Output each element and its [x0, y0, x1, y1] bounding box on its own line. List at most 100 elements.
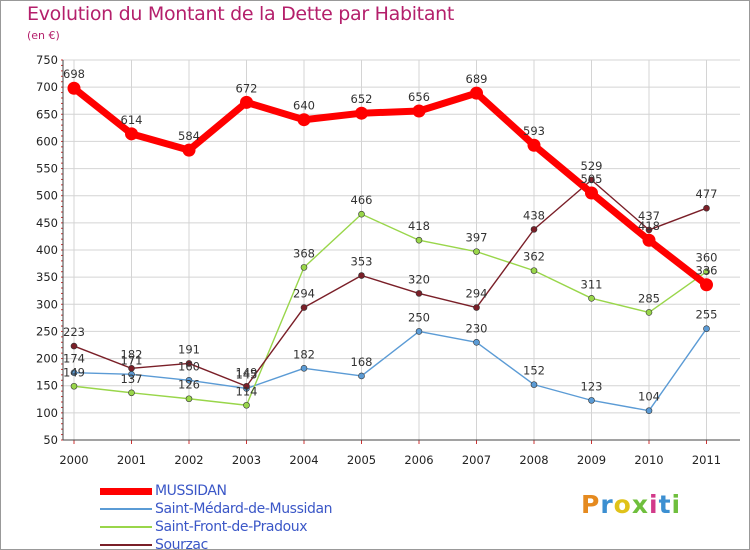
data-label: 362	[523, 250, 545, 264]
data-point	[297, 113, 311, 127]
x-tick-label: 2009	[577, 453, 606, 467]
logo-letter: o	[613, 490, 632, 519]
data-point	[182, 143, 196, 157]
data-point	[703, 204, 710, 212]
logo-letter: i	[671, 490, 682, 519]
legend-swatch	[100, 526, 152, 528]
y-tick-label: 250	[36, 324, 58, 338]
data-label: 149	[236, 365, 258, 379]
data-label: 311	[581, 277, 603, 291]
x-tick-label: 2004	[289, 453, 318, 467]
data-label: 477	[696, 187, 718, 201]
data-label: 250	[408, 310, 430, 324]
data-point	[243, 401, 250, 409]
data-point	[70, 369, 78, 376]
data-label: 505	[581, 172, 603, 186]
data-point	[473, 304, 480, 311]
data-point	[415, 290, 423, 297]
data-point	[588, 295, 595, 302]
legend-label: Sourzac	[155, 537, 208, 550]
x-tick-label: 2002	[174, 453, 203, 467]
data-label: 223	[63, 325, 85, 339]
data-label: 182	[121, 347, 143, 361]
legend-swatch	[100, 544, 152, 546]
data-point	[527, 138, 541, 152]
proxiti-logo: Proxiti	[581, 490, 681, 519]
data-point	[67, 81, 81, 95]
data-point	[185, 360, 193, 367]
data-label: 614	[121, 113, 143, 127]
data-label: 689	[466, 72, 488, 86]
chart-legend: MUSSIDAN Saint-Médard-de-Mussidan Saint-Fr…	[100, 483, 400, 550]
data-point	[473, 248, 480, 255]
y-tick-label: 650	[36, 107, 58, 121]
x-tick-label: 2000	[59, 453, 88, 467]
data-point	[530, 381, 538, 388]
data-point	[470, 86, 483, 100]
series-line-4	[73, 179, 708, 387]
legend-label: MUSSIDAN	[155, 483, 227, 499]
logo-letter: P	[581, 490, 601, 519]
data-label: 104	[638, 390, 660, 404]
data-point	[358, 272, 365, 279]
y-tick-label: 50	[43, 433, 58, 447]
y-tick-label: 550	[36, 162, 58, 176]
data-label: 294	[293, 287, 315, 301]
data-label: 640	[293, 99, 315, 113]
y-tick-label: 700	[36, 80, 58, 94]
data-label: 584	[178, 129, 200, 143]
data-label: 174	[63, 352, 85, 366]
legend-item: Saint-Front-de-Pradoux	[100, 519, 400, 537]
data-point	[185, 376, 193, 384]
data-label: 191	[178, 342, 200, 356]
data-label: 230	[466, 321, 488, 335]
y-tick-label: 400	[36, 243, 58, 257]
y-tick-label: 450	[36, 216, 58, 230]
y-tick-label: 600	[36, 134, 58, 148]
data-point	[530, 267, 538, 274]
data-label: 698	[63, 67, 85, 81]
data-label: 368	[293, 246, 315, 260]
data-label: 418	[408, 219, 430, 233]
x-tick-label: 2003	[232, 453, 261, 467]
data-label: 255	[696, 308, 718, 322]
y-tick-label: 300	[36, 297, 58, 311]
logo-letter: t	[658, 490, 672, 519]
chart-title: Evolution du Montant de la Dette par Hab…	[27, 3, 455, 25]
legend-label: Saint-Front-de-Pradoux	[155, 519, 308, 535]
data-label: 672	[236, 81, 258, 95]
data-label: 145	[236, 367, 258, 381]
legend-label: Saint-Médard-de-Mussidan	[155, 501, 333, 517]
data-point	[588, 397, 595, 404]
data-label: 137	[121, 372, 143, 386]
x-tick-label: 2005	[347, 453, 376, 467]
data-label: 123	[581, 379, 603, 393]
data-label: 152	[523, 364, 545, 378]
data-label: 160	[178, 359, 200, 373]
data-label: 114	[236, 384, 258, 398]
x-tick-label: 2006	[404, 453, 433, 467]
data-point	[300, 264, 308, 271]
legend-item: Sourzac	[100, 537, 400, 550]
data-label: 438	[523, 208, 545, 222]
data-point	[70, 342, 78, 350]
logo-letter: r	[600, 490, 614, 519]
data-point	[530, 226, 538, 233]
data-point	[645, 309, 653, 316]
data-point	[642, 233, 656, 247]
legend-swatch	[100, 488, 152, 495]
data-point	[125, 127, 138, 141]
y-tick-label: 750	[36, 53, 58, 67]
data-point	[415, 328, 423, 335]
data-label: 353	[351, 255, 373, 269]
data-label: 593	[523, 124, 545, 138]
logo-letter: i	[649, 490, 659, 519]
data-point	[128, 365, 135, 372]
x-tick-label: 2007	[462, 453, 491, 467]
data-point	[300, 304, 308, 311]
data-label: 149	[63, 365, 85, 379]
data-point	[473, 338, 480, 346]
y-tick-label: 500	[36, 189, 58, 203]
